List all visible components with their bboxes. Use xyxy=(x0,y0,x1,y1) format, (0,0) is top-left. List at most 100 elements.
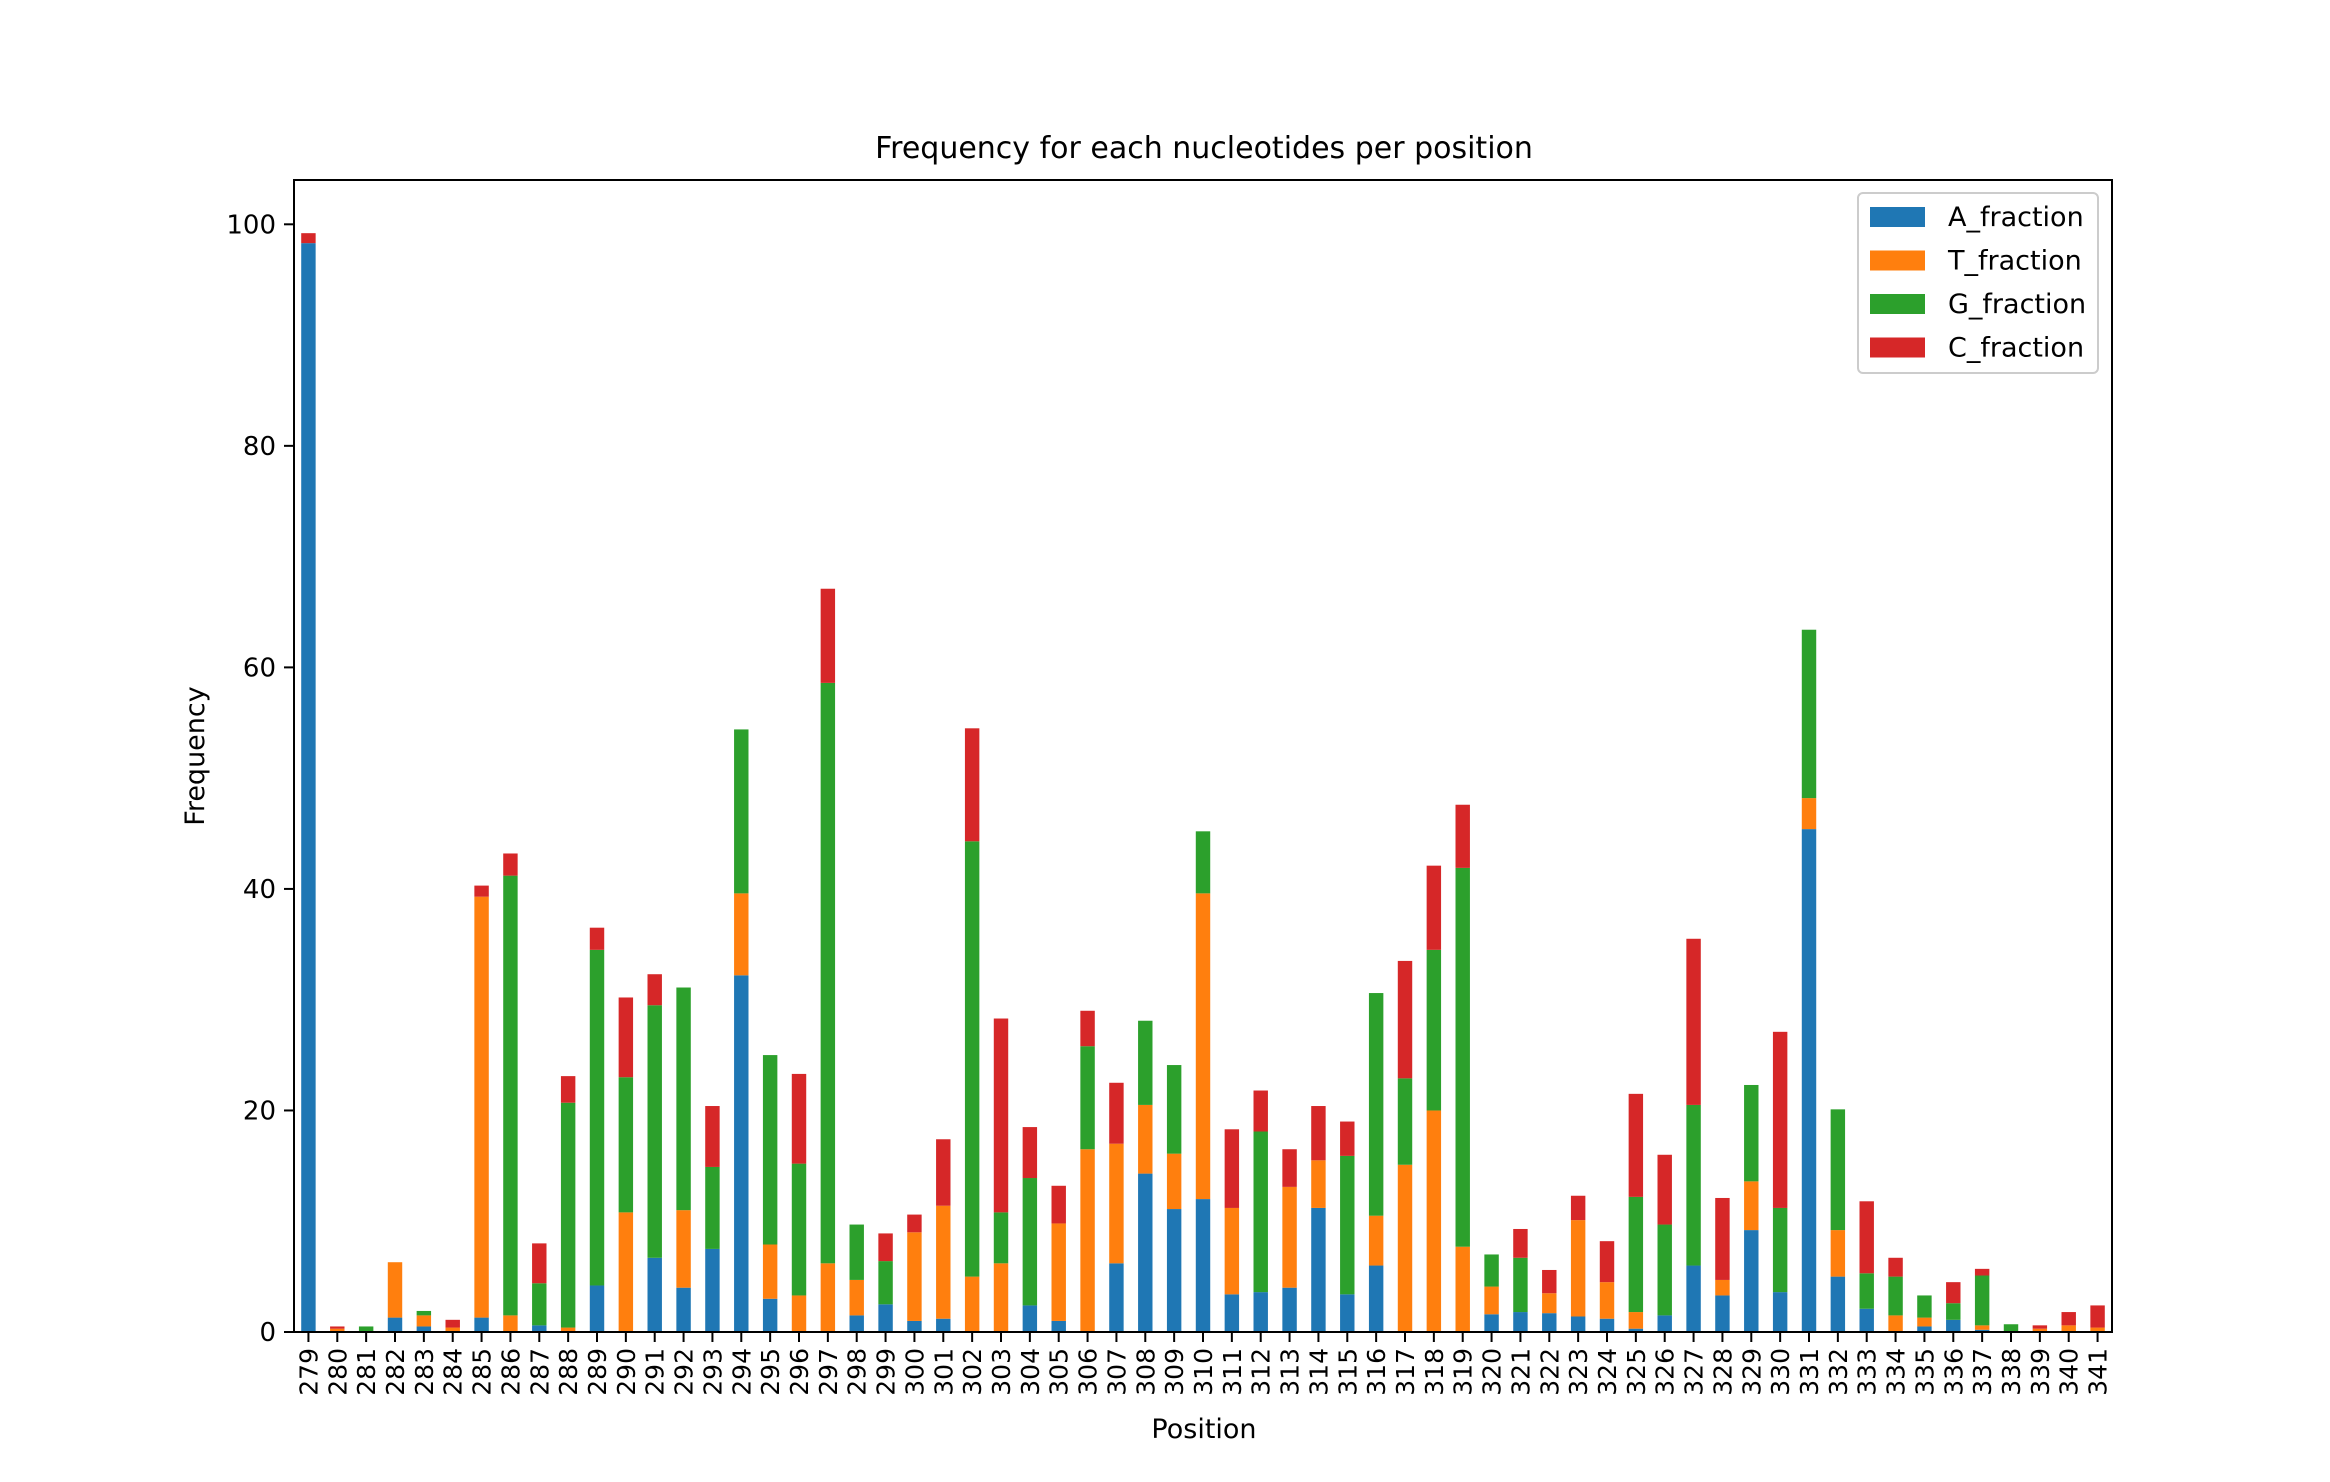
bar-segment-A_fraction-293 xyxy=(705,1248,720,1332)
bar-segment-A_fraction-335 xyxy=(1917,1326,1932,1332)
bar-segment-T_fraction-317 xyxy=(1397,1164,1413,1332)
bar-segment-A_fraction-324 xyxy=(1599,1318,1615,1332)
y-tick-label: 0 xyxy=(259,1318,276,1348)
bar-segment-C_fraction-285 xyxy=(474,885,489,897)
x-tick-label: 334 xyxy=(1882,1348,1911,1396)
bar-segment-T_fraction-303 xyxy=(993,1263,1009,1332)
bar-segment-A_fraction-310 xyxy=(1195,1199,1211,1332)
bar-segment-C_fraction-288 xyxy=(560,1076,576,1103)
bar-segment-T_fraction-301 xyxy=(936,1205,951,1319)
bar-segment-A_fraction-305 xyxy=(1051,1320,1066,1332)
bar-segment-G_fraction-325 xyxy=(1628,1196,1644,1313)
x-tick-label: 339 xyxy=(2026,1348,2055,1396)
bar-segment-G_fraction-289 xyxy=(589,949,605,1286)
bar-segment-C_fraction-307 xyxy=(1109,1082,1124,1144)
bar-segment-A_fraction-289 xyxy=(589,1285,605,1332)
bar-segment-A_fraction-304 xyxy=(1022,1305,1038,1332)
bar-segment-A_fraction-322 xyxy=(1542,1313,1557,1332)
bar-segment-G_fraction-304 xyxy=(1022,1178,1038,1306)
bar-segment-G_fraction-321 xyxy=(1513,1257,1528,1313)
x-tick-label: 281 xyxy=(352,1348,381,1396)
bar-segment-T_fraction-328 xyxy=(1715,1279,1730,1296)
bar-segment-T_fraction-322 xyxy=(1542,1293,1557,1314)
x-tick-label: 323 xyxy=(1564,1348,1593,1396)
bar-segment-A_fraction-320 xyxy=(1484,1314,1499,1332)
bar-segment-A_fraction-283 xyxy=(416,1326,432,1332)
x-tick-label: 331 xyxy=(1795,1348,1824,1396)
bar-segment-T_fraction-302 xyxy=(964,1276,980,1332)
bar-segment-G_fraction-330 xyxy=(1772,1207,1788,1293)
legend-label-A_fraction: A_fraction xyxy=(1948,202,2084,233)
bar-segment-C_fraction-328 xyxy=(1715,1197,1730,1280)
x-tick-label: 298 xyxy=(843,1348,872,1396)
bar-segment-G_fraction-326 xyxy=(1657,1224,1672,1316)
x-tick-label: 327 xyxy=(1680,1348,1709,1396)
bar-segment-A_fraction-307 xyxy=(1109,1263,1124,1332)
x-tick-label: 296 xyxy=(785,1348,814,1396)
bar-segment-C_fraction-280 xyxy=(330,1326,345,1329)
x-tick-label: 336 xyxy=(1939,1348,1968,1396)
bar-segment-A_fraction-327 xyxy=(1686,1265,1701,1332)
x-tick-label: 317 xyxy=(1391,1348,1420,1396)
bar-segment-C_fraction-321 xyxy=(1513,1228,1528,1258)
bar-segment-T_fraction-314 xyxy=(1311,1160,1326,1208)
bar-segment-C_fraction-313 xyxy=(1282,1149,1297,1187)
bar-segment-T_fraction-292 xyxy=(676,1210,691,1288)
y-tick-label: 80 xyxy=(243,432,276,462)
legend-label-T_fraction: T_fraction xyxy=(1947,246,2082,277)
bar-segment-G_fraction-335 xyxy=(1917,1295,1932,1318)
bar-segment-G_fraction-320 xyxy=(1484,1254,1499,1287)
y-axis: 0 20 40 60 80 100 xyxy=(226,210,294,1348)
x-tick-label: 283 xyxy=(410,1348,439,1396)
bar-segment-C_fraction-304 xyxy=(1022,1127,1038,1179)
x-tick-label: 318 xyxy=(1420,1348,1449,1396)
bar-segment-T_fraction-306 xyxy=(1080,1149,1095,1332)
bar-segment-A_fraction-311 xyxy=(1224,1294,1240,1332)
bar-segment-G_fraction-317 xyxy=(1397,1078,1413,1165)
bar-segment-C_fraction-293 xyxy=(705,1106,720,1167)
bar-segment-A_fraction-321 xyxy=(1513,1312,1528,1332)
bar-segment-T_fraction-332 xyxy=(1830,1230,1846,1277)
bar-segment-C_fraction-290 xyxy=(618,997,634,1078)
bar-segment-G_fraction-281 xyxy=(358,1326,374,1332)
bar-segment-C_fraction-337 xyxy=(1974,1268,1990,1276)
y-tick-label: 60 xyxy=(243,653,276,683)
bar-segment-C_fraction-340 xyxy=(2061,1312,2076,1326)
bar-segment-T_fraction-298 xyxy=(849,1279,864,1316)
x-tick-label: 311 xyxy=(1218,1348,1247,1396)
bar-segment-G_fraction-294 xyxy=(734,729,749,894)
x-tick-label: 304 xyxy=(1016,1348,1045,1396)
bar-segment-C_fraction-311 xyxy=(1224,1129,1240,1208)
bar-segment-G_fraction-283 xyxy=(416,1310,432,1316)
x-axis-label: Position xyxy=(1151,1414,1256,1445)
bar-segment-T_fraction-282 xyxy=(387,1262,403,1318)
bar-segment-T_fraction-296 xyxy=(791,1295,807,1332)
bar-segment-G_fraction-338 xyxy=(2003,1324,2019,1332)
bar-segment-A_fraction-333 xyxy=(1859,1308,1874,1332)
x-tick-label: 309 xyxy=(1160,1348,1189,1396)
bar-segment-C_fraction-312 xyxy=(1253,1090,1268,1132)
bar-segment-C_fraction-336 xyxy=(1946,1282,1961,1304)
legend-frame xyxy=(1857,192,2099,374)
legend-label-C_fraction: C_fraction xyxy=(1948,333,2084,364)
bar-segment-T_fraction-288 xyxy=(560,1327,576,1332)
bar-segment-C_fraction-326 xyxy=(1657,1154,1672,1225)
bar-segment-A_fraction-294 xyxy=(734,975,749,1332)
legend: A_fraction T_fraction G_fraction C_fraction xyxy=(1857,192,2099,374)
bar-segment-T_fraction-280 xyxy=(330,1328,345,1332)
x-tick-label: 333 xyxy=(1853,1348,1882,1396)
bar-segment-A_fraction-323 xyxy=(1570,1316,1586,1332)
bar-segment-C_fraction-318 xyxy=(1426,865,1442,950)
bar-segment-A_fraction-329 xyxy=(1744,1230,1759,1332)
bar-segment-A_fraction-291 xyxy=(647,1257,662,1332)
bar-segment-A_fraction-309 xyxy=(1166,1209,1182,1332)
bar-segment-G_fraction-316 xyxy=(1368,993,1384,1216)
x-tick-label: 341 xyxy=(2084,1348,2113,1396)
x-tick-label: 308 xyxy=(1131,1348,1160,1396)
bar-segment-G_fraction-315 xyxy=(1340,1155,1355,1295)
bar-segment-C_fraction-314 xyxy=(1311,1106,1326,1161)
x-tick-label: 299 xyxy=(872,1348,901,1396)
bar-segment-A_fraction-312 xyxy=(1253,1292,1268,1332)
bar-segment-T_fraction-325 xyxy=(1628,1312,1644,1329)
bar-segment-G_fraction-306 xyxy=(1080,1046,1095,1150)
